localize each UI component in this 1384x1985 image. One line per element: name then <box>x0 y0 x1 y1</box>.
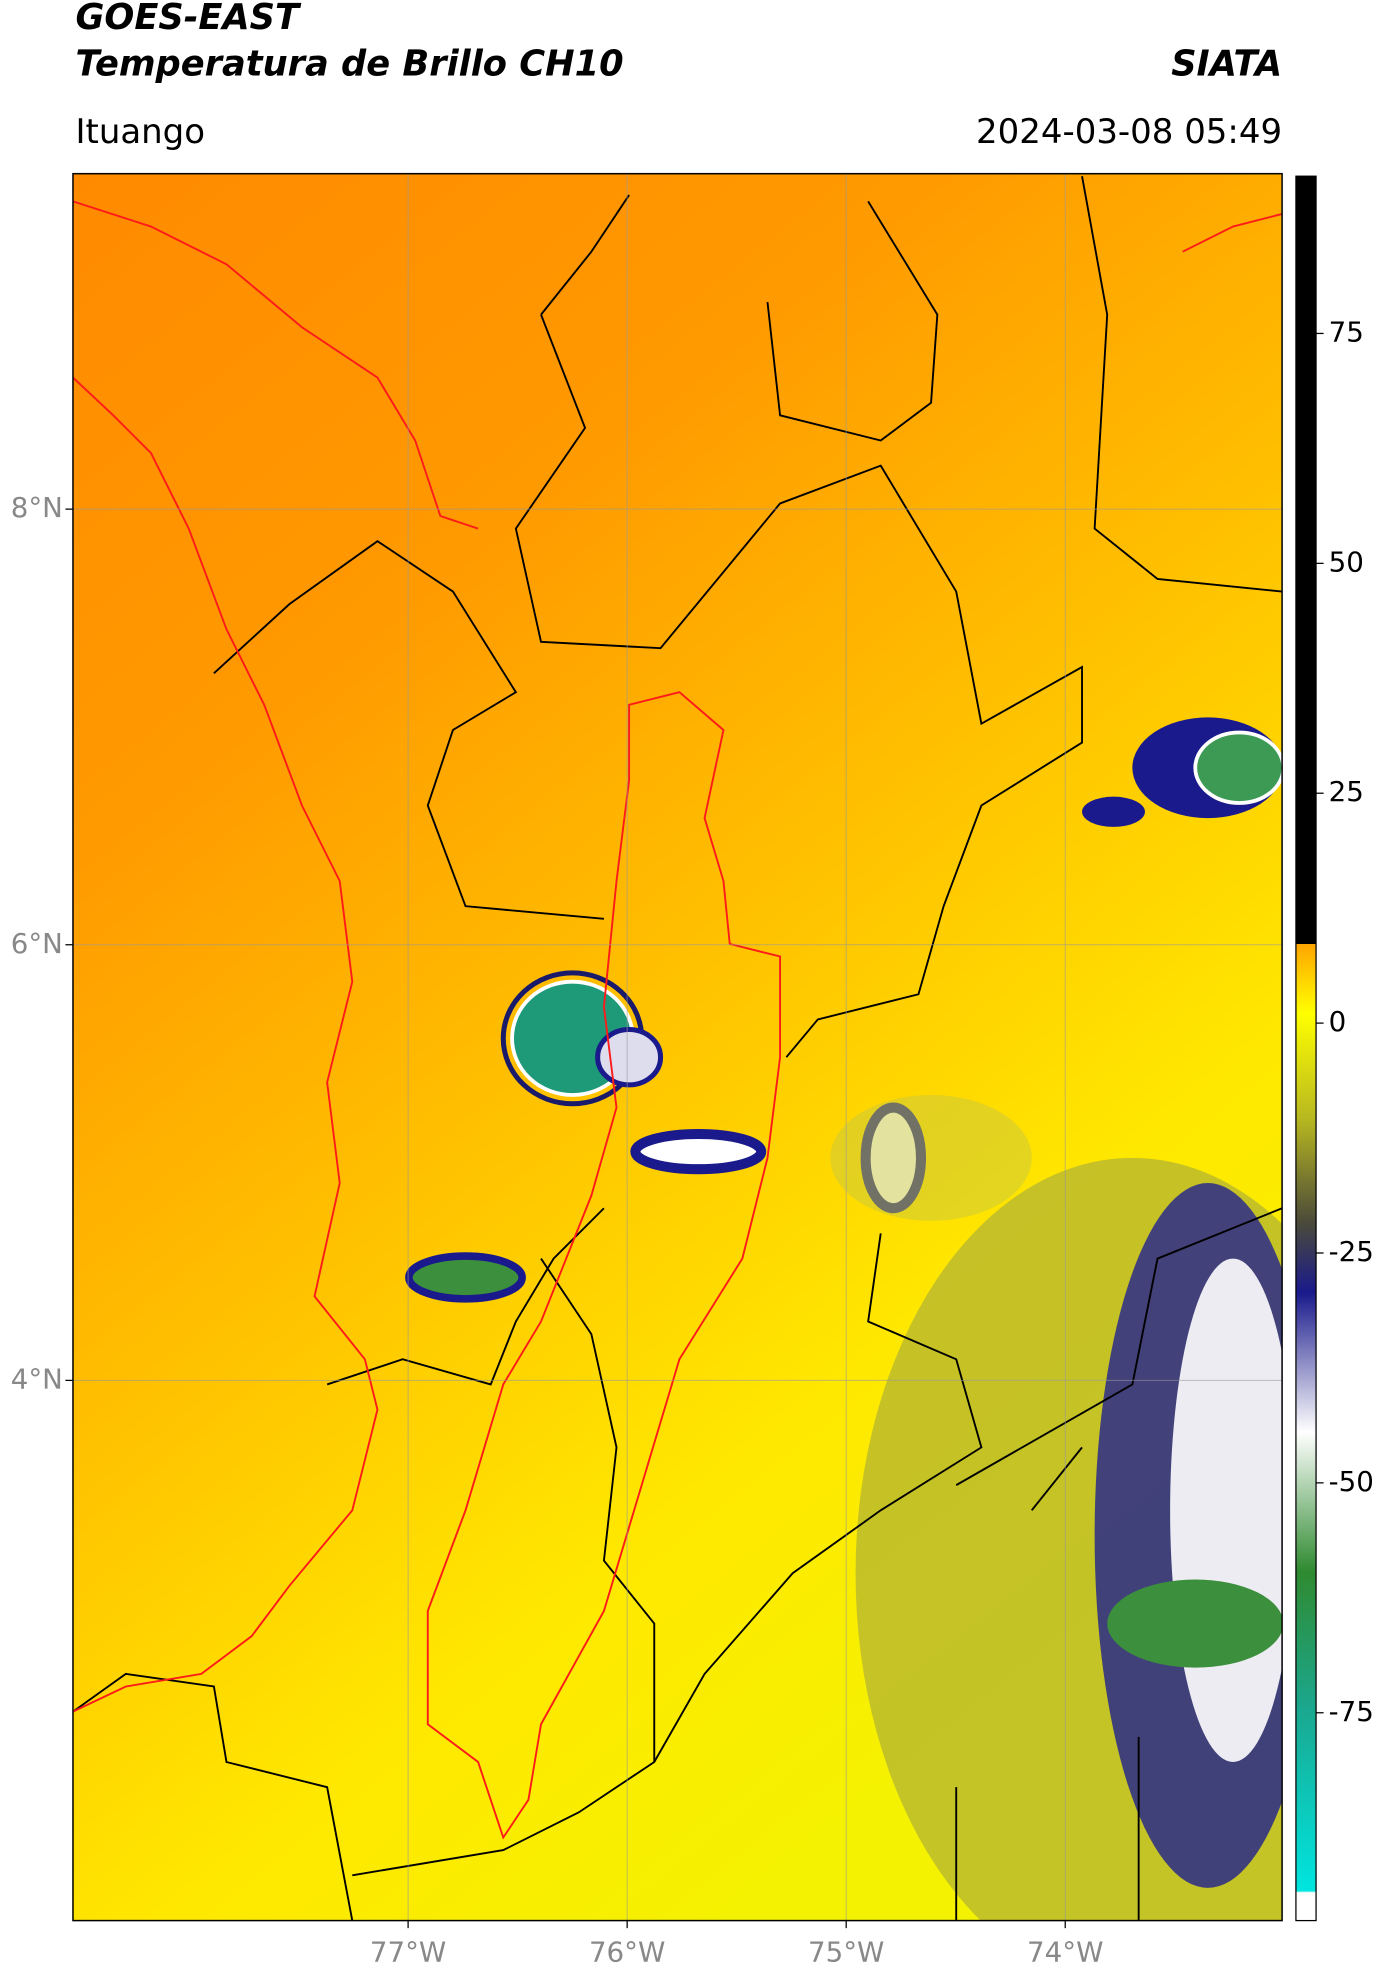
colorbar-tick-label: 50 <box>1329 545 1364 578</box>
colorbar <box>1295 175 1317 1922</box>
map-image <box>72 173 1283 1921</box>
x-tick-label: 77°W <box>370 1935 446 1968</box>
grid <box>72 173 1283 1921</box>
x-tick-label: 75°W <box>808 1935 884 1968</box>
map-frame <box>72 172 1283 1922</box>
y-tick-label: 4°N <box>11 1362 63 1395</box>
title: GOES-EAST <box>75 0 302 38</box>
colorbar-tick-label: 25 <box>1329 775 1364 808</box>
y-tick-label: 8°N <box>11 491 63 524</box>
datetime: 2024-03-08 05:49 <box>976 112 1282 152</box>
colorbar-tick-label: -50 <box>1329 1465 1374 1498</box>
agency: SIATA <box>1171 43 1282 84</box>
colorbar-tick-label: 75 <box>1329 315 1364 348</box>
y-tick-label: 6°N <box>11 927 63 960</box>
subtitle: Temperatura de Brillo CH10 <box>75 43 623 84</box>
colorbar-tick-label: -75 <box>1329 1695 1374 1728</box>
colorbar-tick-label: 0 <box>1329 1005 1347 1038</box>
x-tick-label: 76°W <box>589 1935 665 1968</box>
x-tick-label: 74°W <box>1027 1935 1103 1968</box>
colorbar-tick-label: -25 <box>1329 1235 1374 1268</box>
location: Ituango <box>75 112 205 152</box>
